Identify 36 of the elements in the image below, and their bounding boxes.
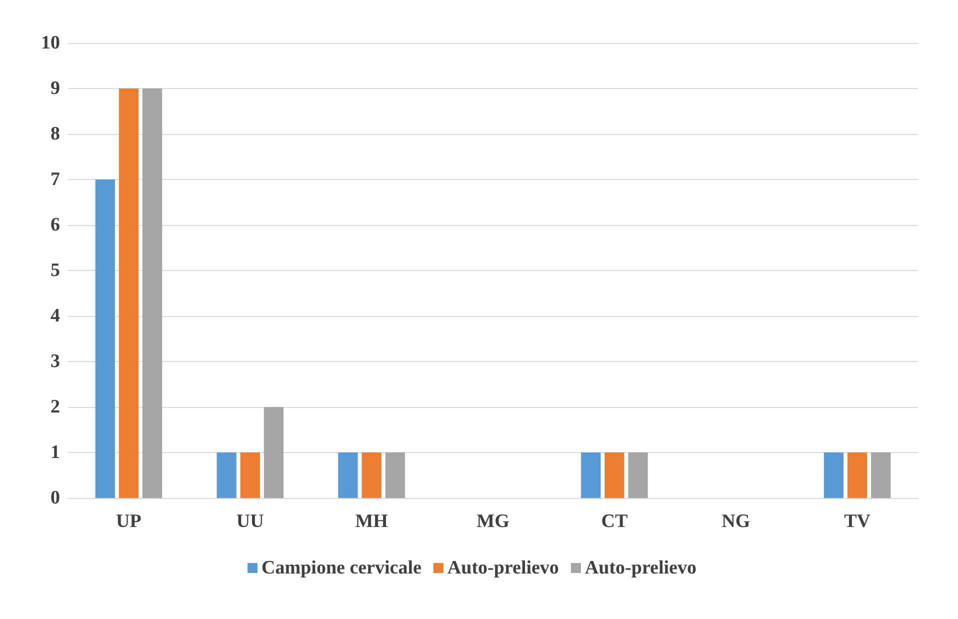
bar bbox=[362, 452, 382, 498]
bar bbox=[847, 452, 868, 498]
y-tick-label: 3 bbox=[50, 351, 60, 372]
legend-label: Auto-prelievo bbox=[447, 558, 559, 578]
legend-label: Campione cervicale bbox=[262, 558, 422, 578]
y-tick-label: 8 bbox=[50, 124, 60, 144]
bar bbox=[604, 452, 624, 498]
x-tick-label: MG bbox=[476, 511, 510, 532]
y-tick-label: 6 bbox=[50, 214, 60, 236]
y-tick-label: 10 bbox=[41, 32, 60, 54]
x-tick-label: MH bbox=[355, 511, 388, 532]
y-tick-label: 4 bbox=[50, 306, 60, 326]
bar bbox=[95, 180, 115, 498]
y-tick-label: 5 bbox=[50, 260, 60, 281]
bar bbox=[385, 452, 405, 498]
legend-label: Auto-prelievo bbox=[584, 558, 696, 578]
bar bbox=[824, 452, 844, 498]
y-tick-label: 0 bbox=[50, 488, 60, 508]
bar bbox=[581, 452, 601, 498]
y-tick-label: 2 bbox=[50, 396, 60, 418]
bar bbox=[142, 88, 162, 498]
bar bbox=[264, 407, 284, 498]
bar bbox=[216, 452, 236, 498]
y-tick-label: 1 bbox=[50, 442, 60, 463]
x-tick-label: TV bbox=[844, 511, 871, 532]
bar bbox=[338, 452, 358, 498]
y-tick-label: 9 bbox=[50, 78, 60, 99]
bar bbox=[240, 452, 260, 498]
x-tick-label: NG bbox=[722, 511, 750, 532]
bar bbox=[118, 88, 139, 498]
x-tick-label: UU bbox=[236, 511, 264, 532]
bar bbox=[871, 452, 891, 498]
x-tick-label: CT bbox=[601, 511, 628, 532]
bar bbox=[628, 452, 648, 498]
x-tick-label: UP bbox=[116, 511, 142, 532]
y-tick-label: 7 bbox=[50, 169, 60, 190]
